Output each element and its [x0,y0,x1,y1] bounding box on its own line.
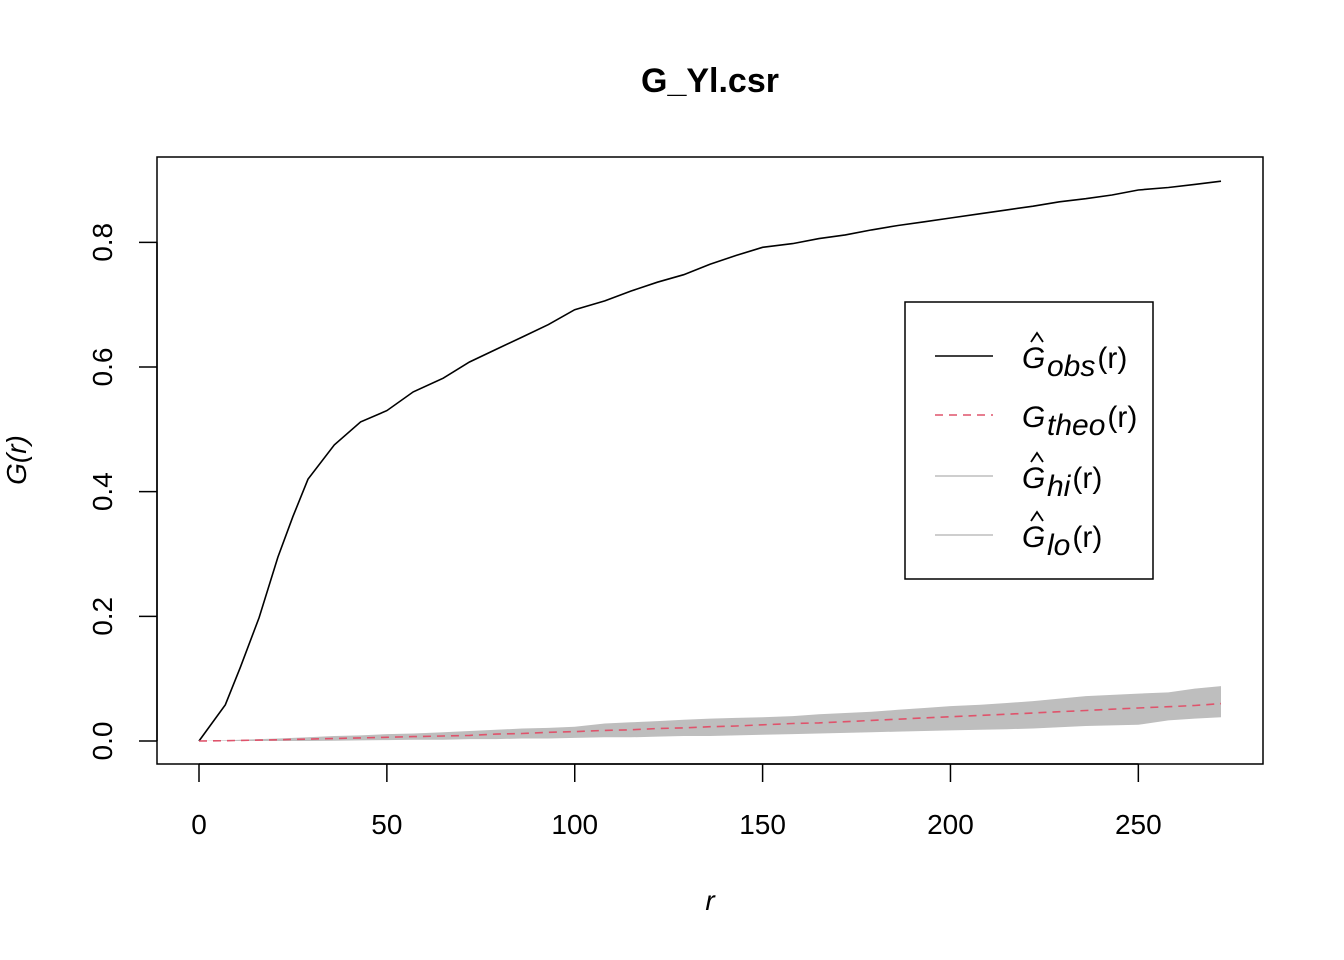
series-line-obs [198,180,1222,742]
envelope-band [199,686,1221,741]
legend-symbol: G [1022,342,1045,375]
x-axis: 0 50 100 150 200 250 [191,763,1162,840]
y-tick-label: 0.0 [87,722,118,761]
legend-symbol: G [1022,462,1045,495]
legend-subscript: hi [1047,470,1072,503]
x-tick-label: 200 [927,809,974,840]
legend-subscript: obs [1047,350,1095,383]
hat-accent [1030,510,1044,522]
y-tick-label: 0.6 [87,348,118,387]
legend-argument: (r) [1107,401,1137,434]
legend-subscript: lo [1047,529,1070,562]
hat-accent [1030,451,1044,463]
envelope-band-layer [199,686,1221,741]
legend-argument: (r) [1097,342,1127,375]
chart-title: G_Yl.csr [641,62,779,100]
legend-box [904,301,1154,580]
x-tick-label: 250 [1115,809,1162,840]
x-tick-label: 100 [551,809,598,840]
x-tick-label: 0 [191,809,207,840]
x-tick-label: 50 [371,809,402,840]
y-tick-label: 0.4 [87,472,118,511]
legend-subscript: theo [1047,409,1105,442]
legend-symbol: G [1022,521,1045,554]
legend-argument: (r) [1072,462,1102,495]
legend-symbol: G [1022,401,1045,434]
y-tick-label: 0.8 [87,223,118,262]
y-axis: 0.0 0.2 0.4 0.6 0.8 [87,223,158,761]
series-line-theo [198,702,1222,742]
legend-argument: (r) [1072,521,1102,554]
x-tick-label: 150 [739,809,786,840]
hat-accent [1030,331,1044,343]
y-tick-label: 0.2 [87,597,118,636]
x-axis-label: r [705,885,716,916]
y-axis-label: G(r) [1,435,32,485]
series-lines-layer [198,180,1222,742]
